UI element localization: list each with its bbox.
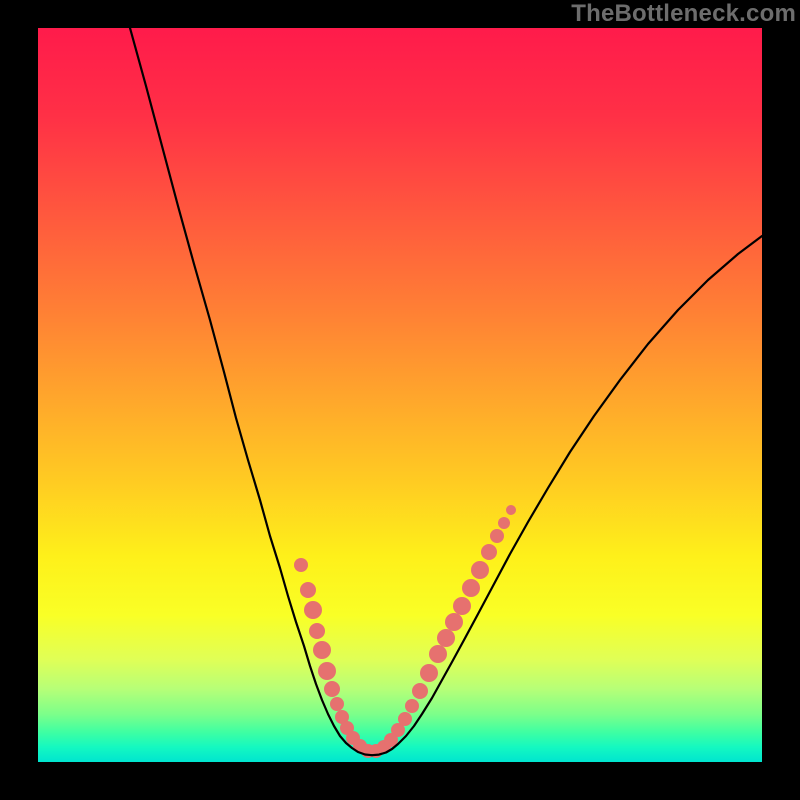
watermark-text: TheBottleneck.com [571, 0, 796, 28]
plot-area [38, 28, 762, 762]
gradient-background [38, 28, 762, 762]
chart-svg [38, 28, 762, 762]
